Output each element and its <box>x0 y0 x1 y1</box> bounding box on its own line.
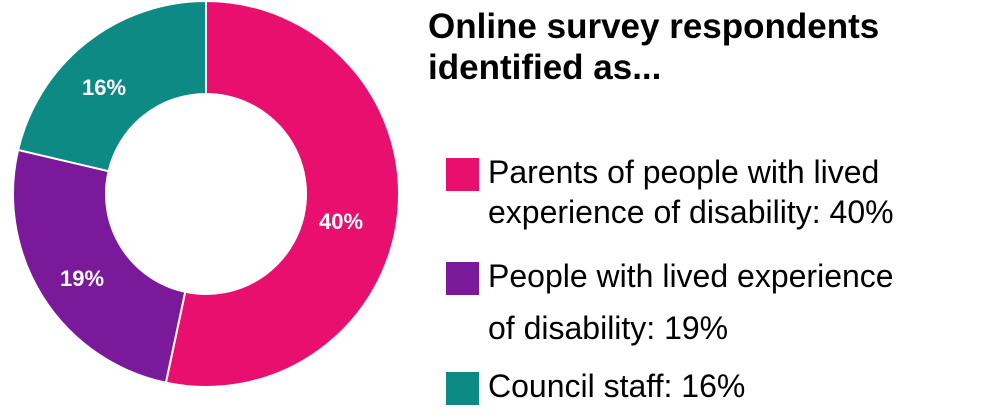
legend-swatch-council-staff <box>446 372 479 405</box>
legend-swatch-lived-experience <box>446 262 479 295</box>
donut-slice-lived-experience <box>12 148 187 384</box>
legend-label-lived-experience-line-2: of disability: 19% <box>488 310 729 346</box>
chart-title-line-1: Online survey respondents <box>428 7 880 46</box>
chart-title: Online survey respondents identified as.… <box>428 6 978 88</box>
legend-label-lived-experience: People with lived experience of disabili… <box>488 256 894 348</box>
legend-label-council-staff-line-1: Council staff: 16% <box>488 368 746 404</box>
legend-label-parents-line-1: Parents of people with lived <box>488 154 880 190</box>
legend-label-parents: Parents of people with lived experience … <box>488 152 894 232</box>
slice-label-council-staff: 16% <box>82 75 126 100</box>
legend-label-lived-experience-line-1: People with lived experience <box>488 258 894 294</box>
legend-label-parents-line-2: experience of disability: 40% <box>488 194 894 230</box>
donut-chart: 40% 19% 16% <box>12 0 400 388</box>
slice-label-parents: 40% <box>319 209 363 234</box>
legend-label-council-staff: Council staff: 16% <box>488 366 745 406</box>
donut-slice-council-staff <box>16 0 207 173</box>
donut-slice-parents <box>164 0 400 388</box>
slice-label-lived-experience: 19% <box>60 266 104 291</box>
legend-swatch-parents <box>446 158 479 191</box>
chart-title-line-2: identified as... <box>428 48 662 87</box>
